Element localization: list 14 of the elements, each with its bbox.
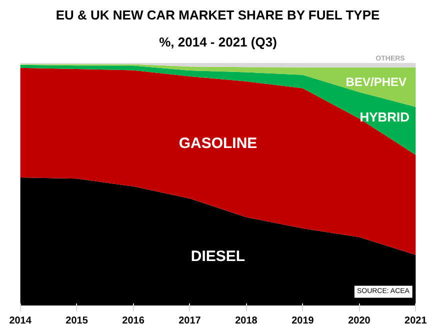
series-label: GASOLINE [178, 134, 258, 152]
x-tick-label: 2018 [235, 316, 258, 326]
series-label: BEV/PHEV [346, 74, 406, 89]
chart-title: EU & UK NEW CAR MARKET SHARE BY FUEL TYPE [56, 8, 380, 22]
x-tick-label: 2021 [404, 316, 428, 326]
x-tick-label: 2014 [9, 316, 32, 326]
x-tick-label: 2019 [292, 316, 314, 326]
series-label: HYBRID [360, 109, 410, 124]
x-tick-label: 2015 [66, 316, 88, 326]
x-tick-label: 2020 [348, 316, 371, 326]
series-label: DIESEL [190, 248, 246, 266]
x-tick-label: 2016 [122, 316, 145, 326]
chart-subtitle: %, 2014 - 2021 (Q3) [159, 34, 277, 50]
x-tick-label: 2017 [178, 316, 202, 326]
